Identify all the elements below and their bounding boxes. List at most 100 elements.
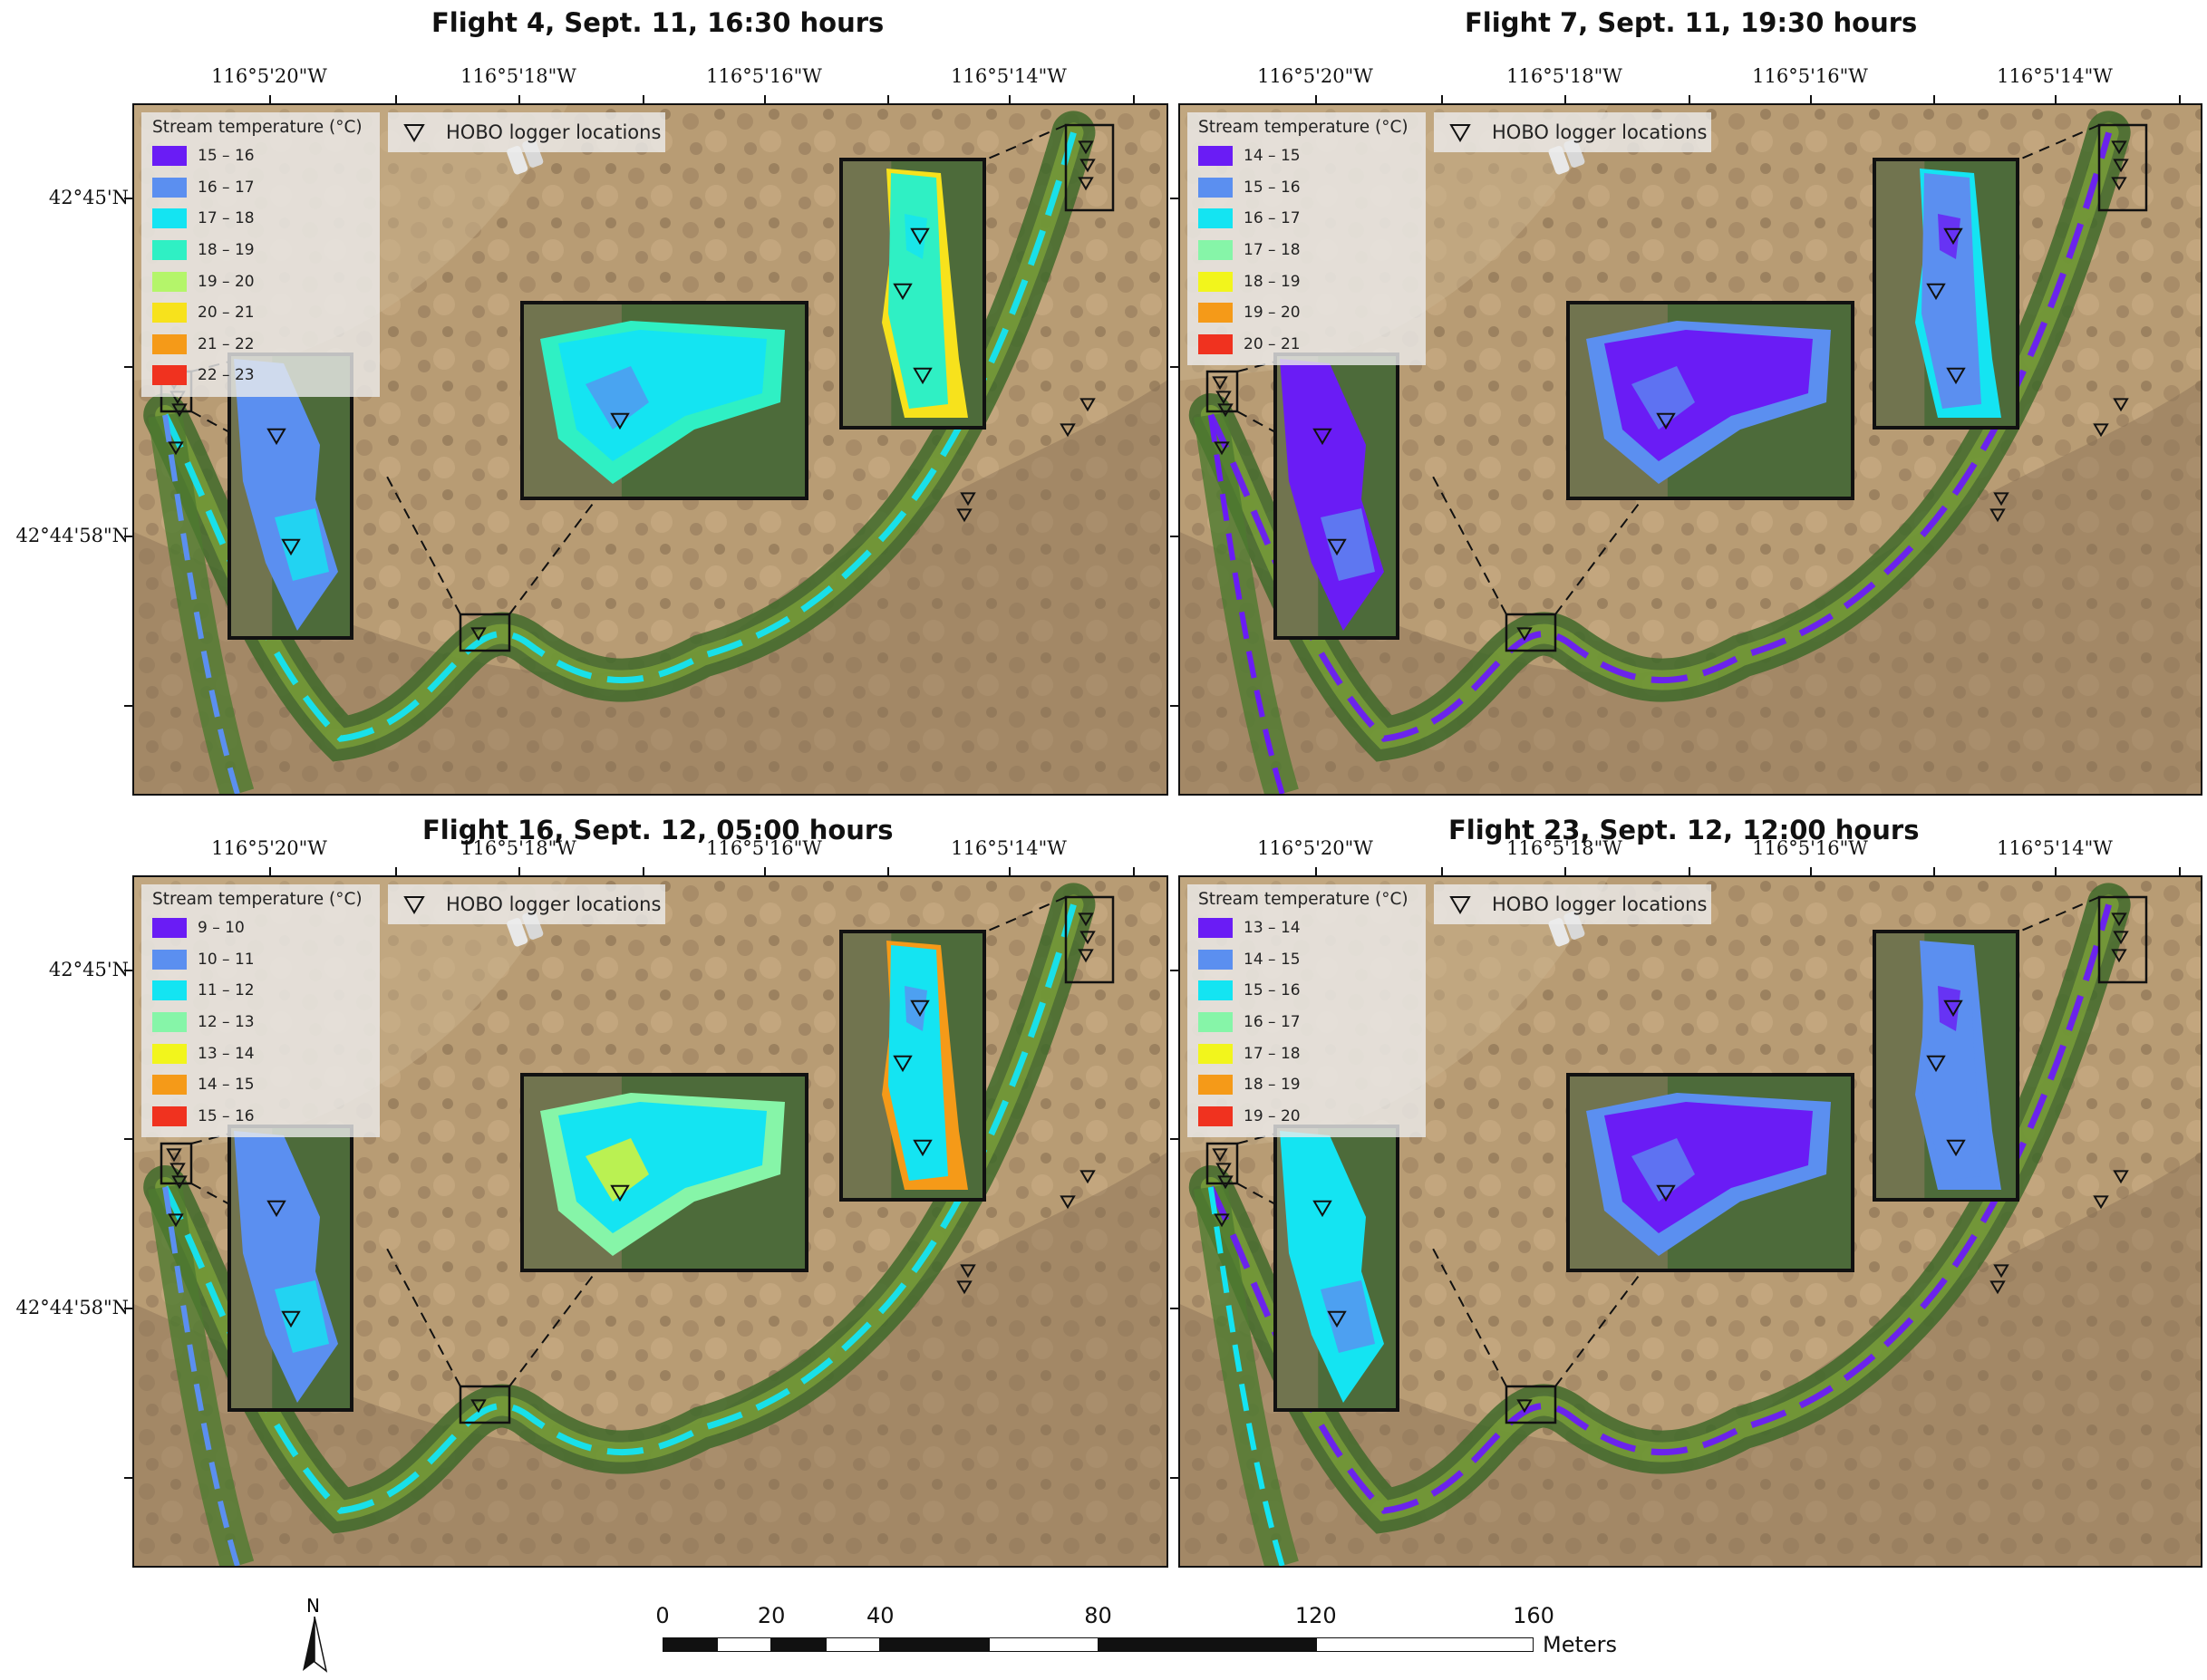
- hobo-logger-marker: [1078, 140, 1094, 155]
- legend-swatch: [1198, 177, 1233, 198]
- north-arrow: N: [292, 1595, 337, 1680]
- scale-bar-segment: [1098, 1637, 1316, 1652]
- map-panel: Stream temperature (°C) 9 – 10 10 – 11 11 –…: [132, 875, 1168, 1568]
- legend-item: 16 – 17: [141, 172, 380, 204]
- axis-tick: [1170, 1308, 1178, 1309]
- hobo-logger-marker: [1214, 441, 1230, 456]
- hobo-logger-marker: [1656, 412, 1676, 430]
- map-panel: Stream temperature (°C) 15 – 16 16 – 17 17 …: [132, 103, 1168, 796]
- hobo-logger-marker: [2111, 177, 2127, 191]
- panel-title: Flight 23, Sept. 12, 12:00 hours: [1448, 815, 1920, 845]
- legend-label: 19 – 20: [1244, 1106, 1301, 1125]
- axis-tick: [1689, 95, 1690, 103]
- axis-tick: [1170, 970, 1178, 971]
- hobo-logger-marker: [1060, 1195, 1076, 1210]
- temperature-legend: Stream temperature (°C) 9 – 10 10 – 11 11 –…: [141, 884, 380, 1138]
- longitude-label: 116°5'16"W: [1752, 65, 1868, 87]
- legend-swatch: [1198, 1012, 1233, 1033]
- hobo-logger-marker: [1215, 391, 1232, 405]
- hobo-logger-marker: [2111, 949, 2127, 963]
- stream-temperature-overlay: [162, 131, 1077, 742]
- hobo-logger-marker: [1327, 538, 1347, 556]
- legend-item: 17 – 18: [1187, 1038, 1426, 1069]
- hobo-triangle-icon: [403, 896, 425, 914]
- legend-label: 19 – 20: [198, 272, 255, 291]
- scale-bar-segment: [989, 1637, 1099, 1652]
- legend-swatch: [152, 1043, 187, 1064]
- scale-bar-segment: [880, 1637, 990, 1652]
- hobo-logger-marker: [2113, 159, 2129, 173]
- legend-label: 14 – 15: [1244, 950, 1301, 969]
- hobo-logger-marker: [1516, 1399, 1533, 1414]
- legend-item: 16 – 17: [1187, 203, 1426, 235]
- legend-label: 13 – 14: [1244, 919, 1301, 938]
- longitude-label: 116°5'14"W: [951, 65, 1067, 87]
- map-panel: Stream temperature (°C) 13 – 14 14 – 15 15 …: [1178, 875, 2202, 1568]
- longitude-label: 116°5'16"W: [706, 65, 822, 87]
- hobo-logger-marker: [1946, 1139, 1966, 1157]
- axis-tick: [2055, 867, 2057, 875]
- hobo-logger-marker: [1078, 177, 1094, 191]
- longitude-label: 116°5'14"W: [951, 837, 1067, 859]
- legend-swatch: [152, 1012, 187, 1033]
- axis-tick: [1441, 867, 1443, 875]
- legend-item: 15 – 16: [1187, 172, 1426, 204]
- longitude-label: 116°5'16"W: [1752, 837, 1868, 859]
- legend-swatch: [152, 271, 187, 292]
- legend-label: 17 – 18: [198, 209, 255, 228]
- scale-bar-segment: [1315, 1637, 1534, 1652]
- legend-label: 10 – 11: [198, 950, 255, 969]
- longitude-label: 116°5'18"W: [1506, 837, 1622, 859]
- legend-swatch: [1198, 333, 1233, 354]
- axis-tick: [269, 95, 271, 103]
- axis-tick: [518, 95, 520, 103]
- hobo-logger-marker: [1212, 376, 1228, 391]
- legend-swatch: [1198, 1075, 1233, 1096]
- legend-label: 14 – 15: [198, 1076, 255, 1095]
- legend-label: 16 – 17: [198, 178, 255, 197]
- temperature-legend: Stream temperature (°C) 15 – 16 16 – 17 17 …: [141, 112, 380, 397]
- axis-tick: [124, 198, 132, 199]
- legend-label: 11 – 12: [198, 981, 255, 1000]
- hobo-logger-marker: [1993, 1264, 2009, 1279]
- legend-item: 13 – 14: [1187, 912, 1426, 944]
- legend-label: 17 – 18: [1244, 1044, 1301, 1063]
- hobo-logger-marker: [893, 1055, 913, 1073]
- hobo-logger-marker: [956, 508, 973, 523]
- legend-swatch: [1198, 949, 1233, 970]
- hobo-logger-marker: [1217, 403, 1234, 418]
- legend-label: 15 – 16: [198, 147, 255, 166]
- north-arrow-icon: [303, 1617, 328, 1673]
- legend-item: 15 – 16: [1187, 975, 1426, 1007]
- legend-swatch: [152, 208, 187, 229]
- scale-bar-label: 20: [757, 1603, 786, 1628]
- hobo-logger-marker: [1656, 1184, 1676, 1202]
- legend-label: 16 – 17: [1244, 1013, 1301, 1032]
- hobo-logger-marker: [610, 1184, 630, 1202]
- hobo-logger-marker: [1312, 428, 1332, 446]
- hobo-logger-marker: [1214, 1213, 1230, 1228]
- axis-tick: [887, 95, 889, 103]
- legend-label: 17 – 18: [1244, 241, 1301, 260]
- hobo-triangle-icon: [1449, 896, 1471, 914]
- hobo-legend: HOBO logger locations: [1434, 884, 1711, 924]
- hobo-logger-marker: [2111, 912, 2127, 927]
- axis-tick: [1170, 1477, 1178, 1479]
- hobo-logger-marker: [1989, 1280, 2006, 1295]
- stream-temperature-overlay: [162, 903, 1077, 1514]
- hobo-logger-marker: [1079, 1170, 1096, 1184]
- legend-swatch: [152, 333, 187, 354]
- axis-tick: [395, 867, 397, 875]
- legend-swatch: [1198, 208, 1233, 229]
- scale-bar-segment: [717, 1637, 772, 1652]
- latitude-label: 42°45'N: [48, 187, 129, 208]
- hobo-logger-marker: [1060, 423, 1076, 438]
- hobo-logger-marker: [960, 492, 976, 507]
- legend-item: 17 – 18: [1187, 235, 1426, 266]
- axis-tick: [1933, 95, 1935, 103]
- longitude-label: 116°5'18"W: [460, 65, 576, 87]
- axis-tick: [1810, 95, 1812, 103]
- legend-label: 18 – 19: [1244, 1076, 1301, 1095]
- legend-swatch: [1198, 1043, 1233, 1064]
- hobo-logger-marker: [910, 227, 930, 246]
